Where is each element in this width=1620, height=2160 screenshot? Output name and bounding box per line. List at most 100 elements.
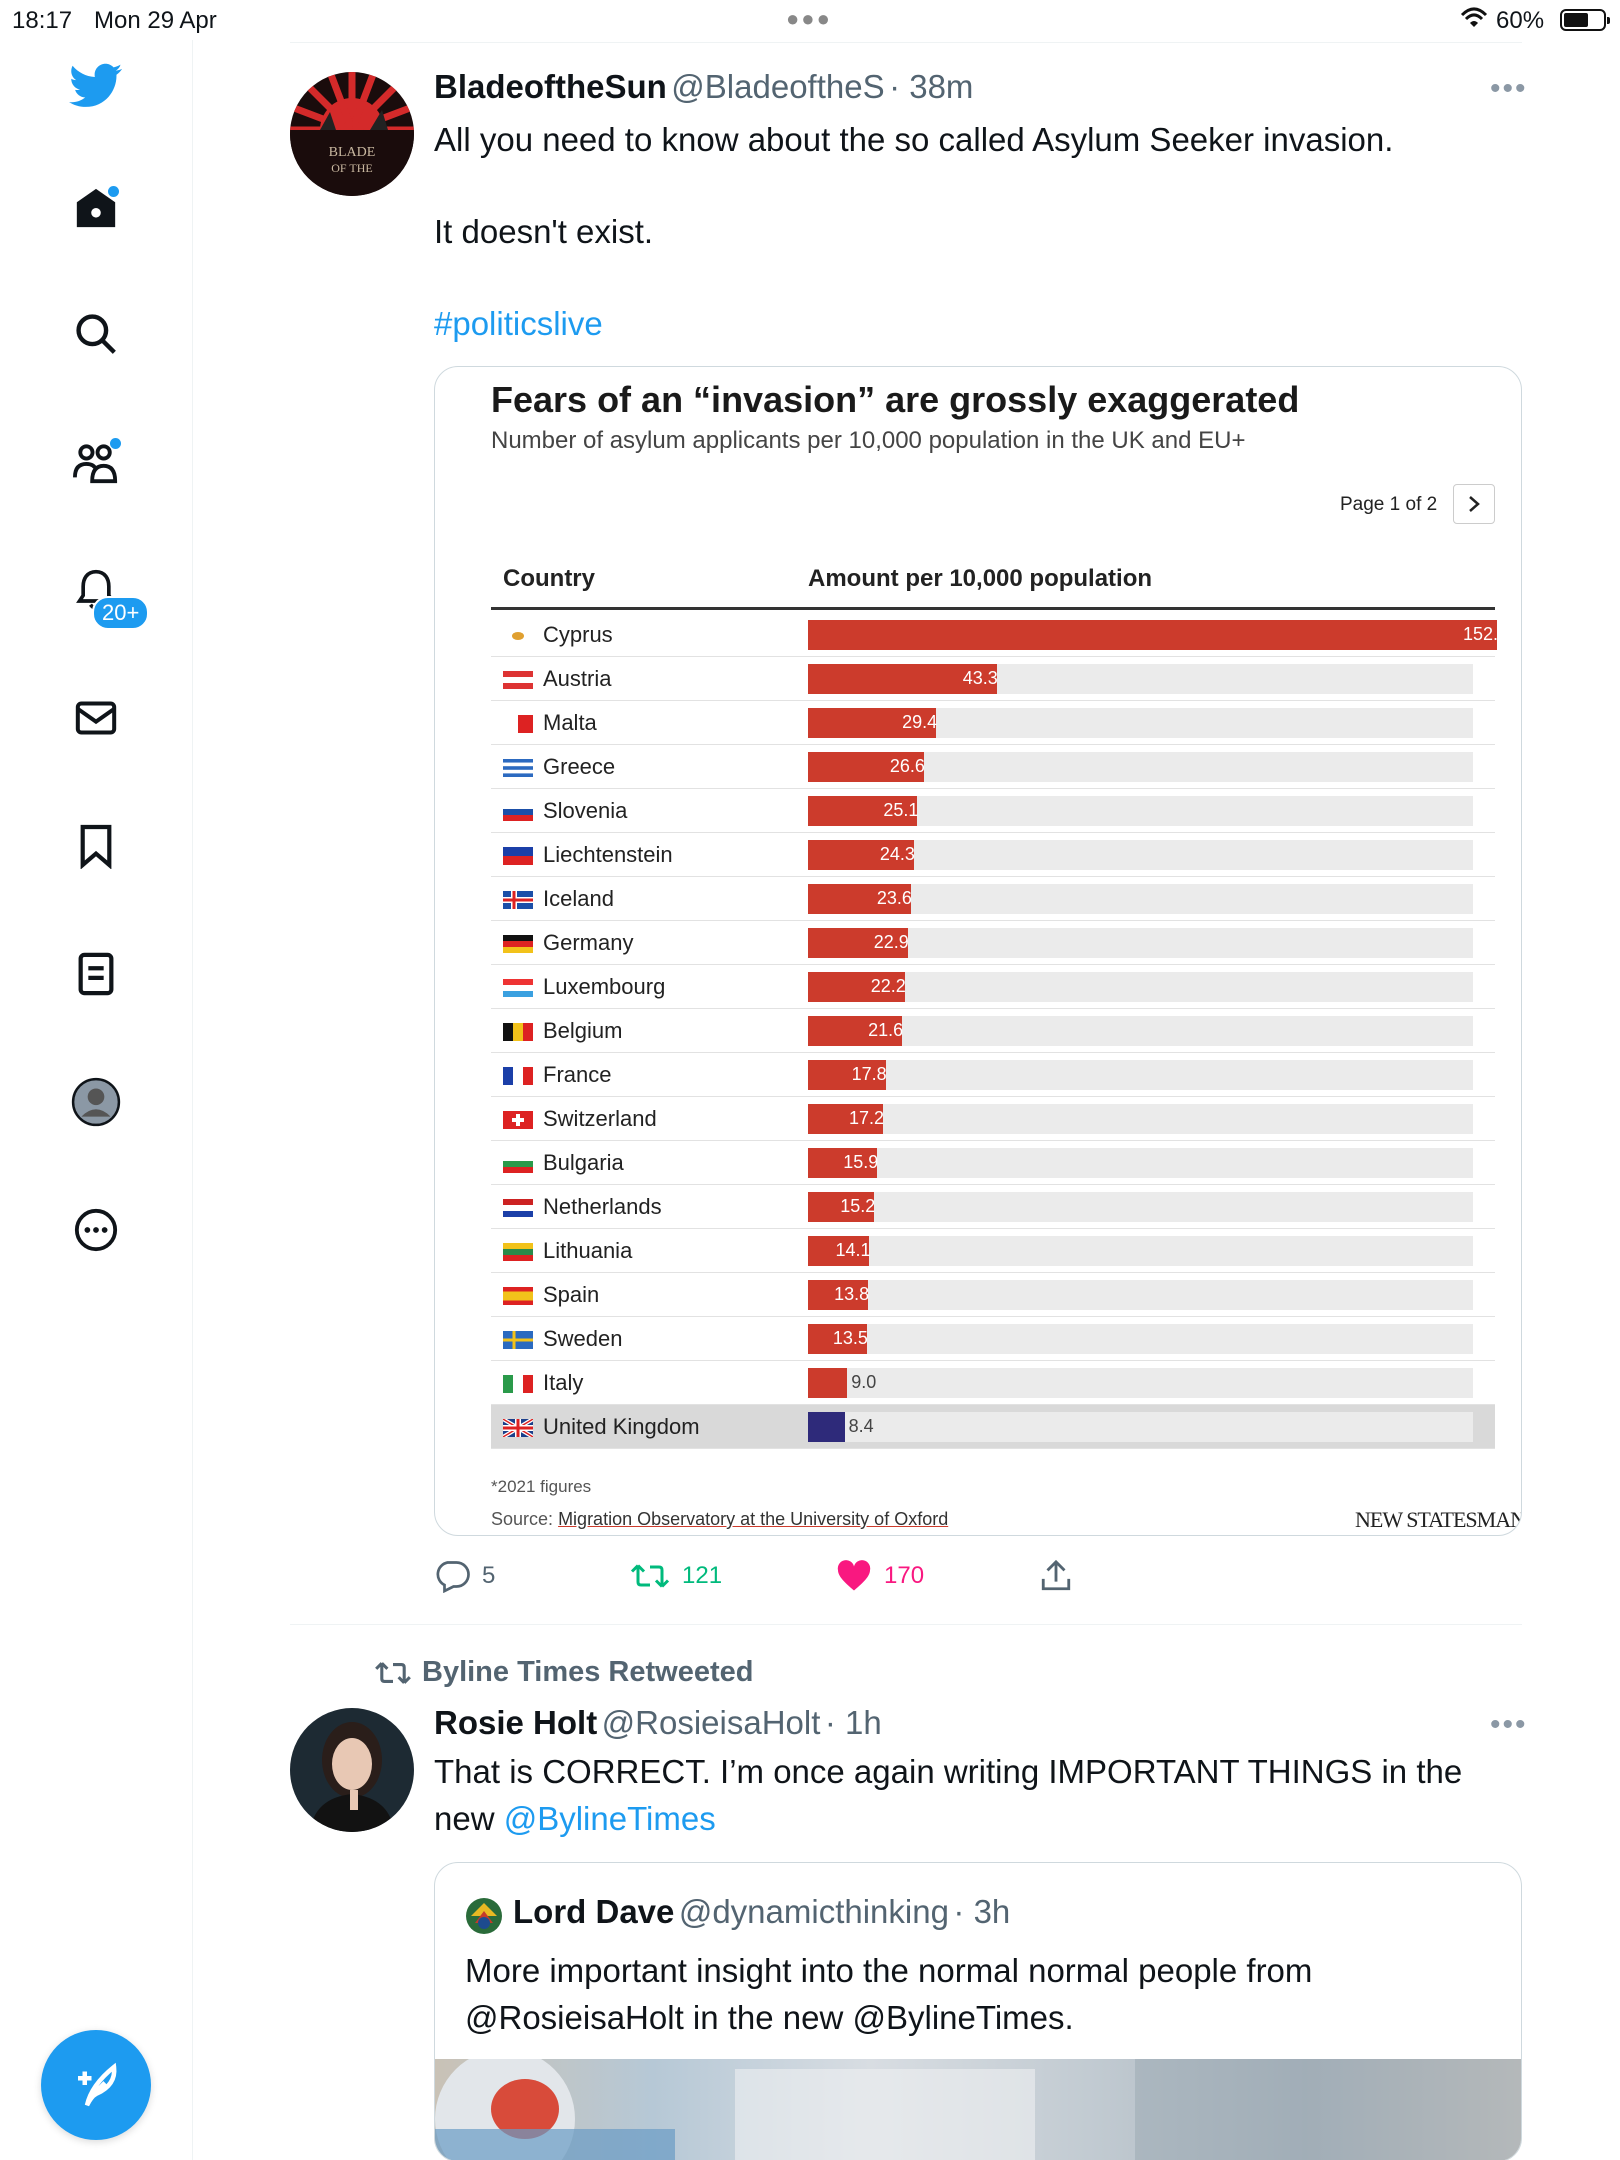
share-action[interactable] (1040, 1556, 1072, 1596)
bar-track (808, 1016, 1473, 1046)
flag-germany-icon (503, 935, 533, 953)
svg-text:BLADE: BLADE (329, 145, 376, 160)
flag-austria-icon (503, 671, 533, 689)
chart-bar (808, 884, 911, 914)
bar-track (808, 796, 1473, 826)
country-label: Italy (543, 1370, 584, 1395)
retweet-icon (630, 1564, 670, 1588)
tweet-author-handle[interactable]: @BladeoftheS (671, 68, 885, 105)
communities-icon[interactable] (64, 430, 128, 494)
tweet-more-icon[interactable]: ••• (1490, 1708, 1528, 1741)
chart-image-card[interactable]: Fears of an “invasion” are grossly exagg… (434, 366, 1522, 1536)
hashtag-link[interactable]: #politicslive (434, 305, 603, 342)
country-label: Netherlands (543, 1194, 662, 1219)
country-label: Lithuania (543, 1238, 633, 1263)
flag-netherlands-icon (503, 1199, 533, 1217)
flag-belgium-icon (503, 1023, 533, 1041)
chart-bar (808, 840, 914, 870)
search-icon[interactable] (64, 302, 128, 366)
bar-track (808, 1236, 1473, 1266)
chart-bar (808, 620, 1497, 650)
twitter-logo-icon[interactable] (64, 54, 128, 118)
reply-action[interactable]: 5 (434, 1556, 495, 1596)
mention-link[interactable]: @BylineTimes (503, 1800, 716, 1837)
chart-bar (808, 1236, 870, 1266)
retweet-action[interactable]: 121 (630, 1556, 722, 1596)
profile-avatar-icon[interactable] (64, 1070, 128, 1134)
flag-france-icon (503, 1067, 533, 1085)
home-icon[interactable] (64, 176, 128, 240)
chart-row: Austria 43.3 (491, 657, 1495, 701)
chart-bar (808, 1192, 875, 1222)
chart-bar (808, 1368, 848, 1398)
tweet-author-handle[interactable]: @RosieisaHolt (601, 1704, 821, 1741)
chart-page-label: Page 1 of 2 (1340, 494, 1438, 515)
flag-lithuania-icon (503, 1243, 533, 1261)
reply-count: 5 (482, 1562, 496, 1589)
quoted-avatar[interactable] (465, 1897, 503, 1935)
multitasking-dots-icon[interactable]: ●●● (786, 6, 832, 31)
status-bar: 18:17 Mon 29 Apr ●●● 60% (0, 0, 1620, 40)
source-prefix: Source: (491, 1509, 554, 1529)
bar-value-label: 152.6 (1463, 624, 1509, 644)
chart-subtitle: Number of asylum applicants per 10,000 p… (491, 427, 1246, 454)
tweet-timestamp[interactable]: · 38m (889, 68, 974, 105)
country-label: France (543, 1062, 612, 1087)
retweet-banner[interactable]: Byline Times Retweeted (374, 1656, 753, 1689)
quoted-photo[interactable] (435, 2049, 1521, 2160)
flag-spain-icon (503, 1287, 533, 1305)
compose-feather-icon (78, 2062, 117, 2107)
bar-value-label: 17.8 (851, 1064, 887, 1084)
tweet-author-name[interactable]: Rosie Holt (434, 1704, 598, 1741)
messages-icon[interactable] (64, 686, 128, 750)
country-label: Belgium (543, 1018, 623, 1043)
bookmarks-icon[interactable] (64, 814, 128, 878)
flag-switzerland-icon (503, 1111, 533, 1129)
bar-value-label: 14.1 (835, 1240, 871, 1260)
quoted-tweet[interactable]: Lord Dave @dynamicthinking · 3h More imp… (434, 1862, 1522, 2160)
flag-iceland-icon (503, 891, 533, 909)
country-label: Cyprus (543, 622, 613, 647)
country-label: Slovenia (543, 798, 628, 823)
battery-icon (1560, 9, 1610, 31)
lists-icon[interactable] (64, 942, 128, 1006)
source-link[interactable]: Migration Observatory at the University … (558, 1509, 949, 1529)
bar-track (808, 1192, 1473, 1222)
bar-value-label: 15.2 (840, 1196, 876, 1216)
bar-value-label: 13.8 (834, 1284, 870, 1304)
chart-bar (808, 796, 918, 826)
bar-track (808, 1280, 1473, 1310)
like-action[interactable]: 170 (836, 1556, 924, 1596)
chart-title: Fears of an “invasion” are grossly exagg… (491, 379, 1300, 420)
bar-track (808, 1368, 1473, 1398)
chart-bar (808, 1016, 903, 1046)
flag-slovenia-icon (503, 803, 533, 821)
quoted-text-line1: More important insight into the normal n… (465, 1952, 1313, 1989)
tweet-author-name[interactable]: BladeoftheSun (434, 68, 667, 105)
chart-row: Iceland 23.6 (491, 877, 1495, 921)
heart-icon (837, 1560, 871, 1591)
new-statesman-logo: NEW STATESMAN (1355, 1507, 1522, 1532)
avatar-bladeofthesun[interactable]: BLADE OF THE (290, 72, 414, 196)
bar-value-label: 26.6 (889, 756, 925, 776)
tweet-text-line2: It doesn't exist. (434, 213, 654, 250)
quoted-author-name: Lord Dave (513, 1893, 675, 1930)
chart-row: Germany 22.9 (491, 921, 1495, 965)
communities-unread-dot (110, 438, 121, 449)
bar-track (808, 1324, 1473, 1354)
chart-next-page-button[interactable] (1453, 484, 1495, 524)
compose-tweet-button[interactable] (41, 2030, 151, 2140)
tweet-timestamp[interactable]: · 1h (824, 1704, 882, 1741)
bar-track (808, 1148, 1473, 1178)
country-label: Germany (543, 930, 634, 955)
chart-row: Greece 26.6 (491, 745, 1495, 789)
chart-row: Liechtenstein 24.3 (491, 833, 1495, 877)
tweet-more-icon[interactable]: ••• (1490, 72, 1528, 105)
chart-row: Luxembourg 22.2 (491, 965, 1495, 1009)
avatar-rosie-holt[interactable] (290, 1708, 414, 1832)
more-options-icon[interactable] (64, 1198, 128, 1262)
bar-track (808, 972, 1473, 1002)
chart-bar (808, 1324, 867, 1354)
bar-value-label: 8.4 (848, 1416, 874, 1436)
bar-value-label: 17.2 (848, 1108, 884, 1128)
